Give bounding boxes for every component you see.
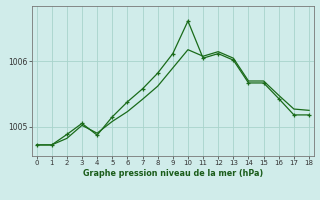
X-axis label: Graphe pression niveau de la mer (hPa): Graphe pression niveau de la mer (hPa)	[83, 169, 263, 178]
